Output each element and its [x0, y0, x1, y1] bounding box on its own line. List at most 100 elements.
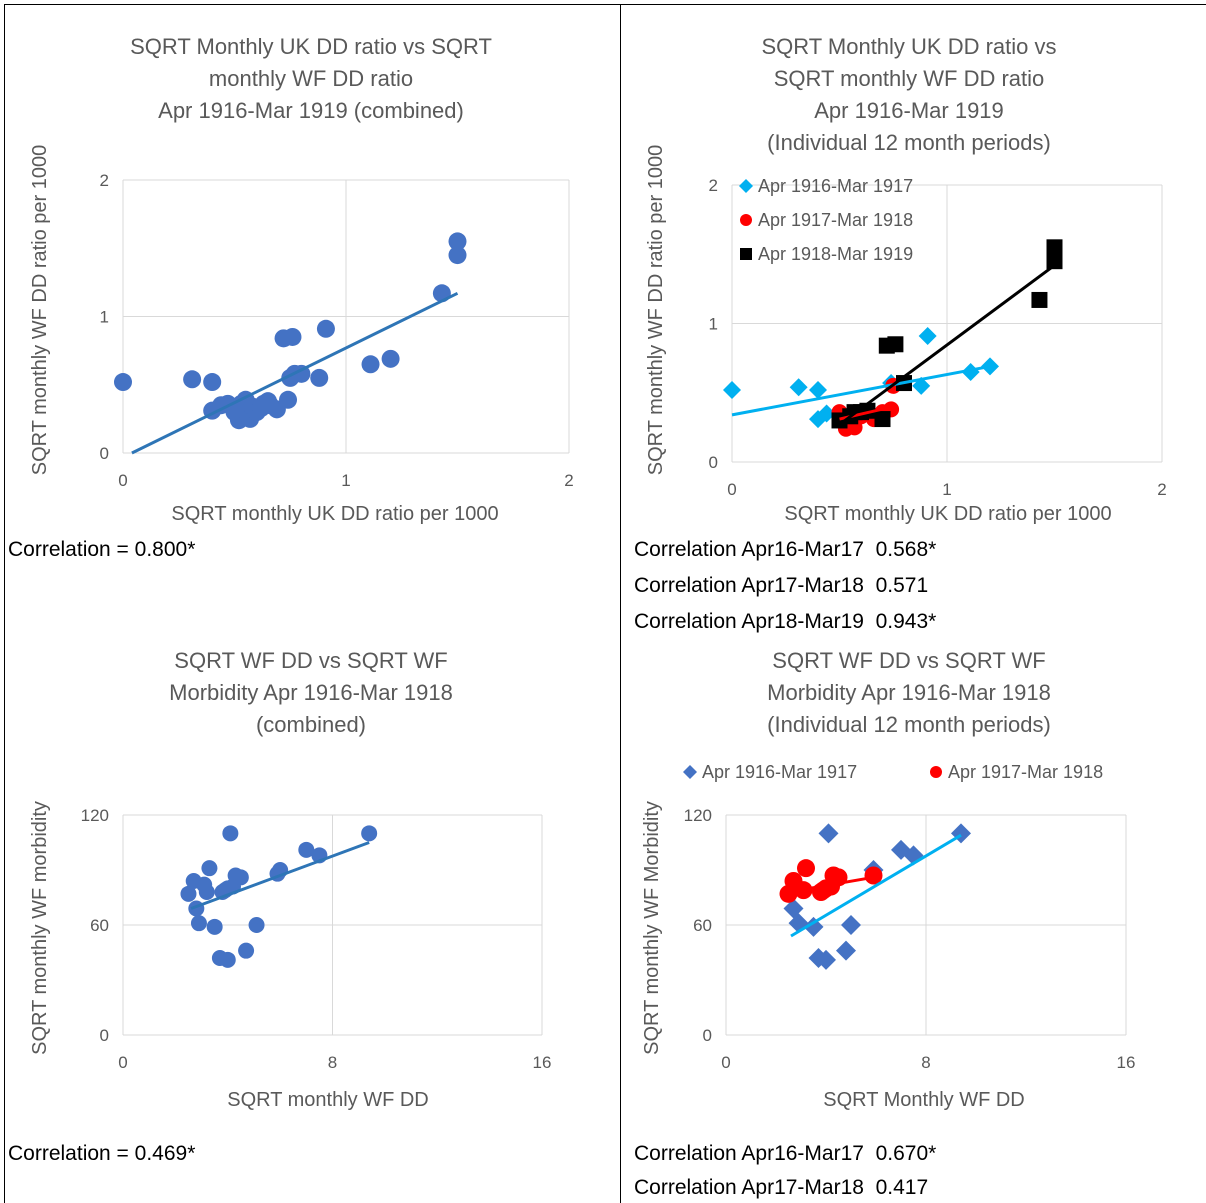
x-axis-label: SQRT Monthly WF DD: [823, 1089, 1025, 1111]
y-axis-label: SQRT monthly WF DD ratio per 1000: [29, 145, 51, 476]
caption-correlation-br-2: Correlation Apr17-Mar18 0.417: [634, 1176, 929, 1199]
x-tick-label: 1: [341, 471, 350, 490]
data-point: [222, 825, 239, 842]
data-point: [283, 327, 302, 346]
y-tick-label: 2: [100, 171, 109, 190]
y-axis-label: SQRT monthly WF morbidity: [29, 801, 51, 1055]
data-point: [219, 951, 236, 968]
y-tick-label: 60: [90, 916, 109, 935]
data-point: [723, 380, 741, 399]
legend-label: Apr 1916-Mar 1917: [758, 176, 913, 196]
data-point: [316, 319, 335, 338]
y-tick-label: 0: [100, 444, 109, 463]
y-tick-label: 0: [709, 453, 718, 472]
data-point: [961, 362, 980, 381]
data-point: [1046, 253, 1063, 270]
x-tick-label: 2: [564, 471, 573, 490]
legend-label: Apr 1917-Mar 1918: [948, 762, 1103, 782]
data-point: [183, 370, 202, 389]
chart-br: SQRT WF DD vs SQRT WF Morbidity Apr 1916-…: [641, 648, 1136, 1111]
y-tick-label: 1: [709, 315, 718, 334]
table-border-top: [4, 4, 1206, 5]
data-point: [1046, 239, 1063, 256]
chart-panel-br: SQRT WF DD vs SQRT WF Morbidity Apr 1916-…: [624, 638, 1202, 1138]
x-tick-label: 0: [118, 471, 127, 490]
x-axis-label: SQRT monthly UK DD ratio per 1000: [171, 503, 498, 525]
trendline: [190, 841, 370, 910]
chart-title-line: Apr 1916-Mar 1919: [814, 98, 1004, 123]
caption-correlation-tr-2: Correlation Apr17-Mar18 0.571: [634, 574, 929, 597]
series-1: [180, 825, 378, 968]
chart-title-line: Apr 1916-Mar 1919 (combined): [158, 98, 464, 123]
x-tick-label: 2: [1157, 480, 1166, 499]
caption-correlation-tl: Correlation = 0.800*: [8, 538, 196, 561]
chart-tl: SQRT Monthly UK DD ratio vs SQRT monthly …: [29, 34, 574, 525]
legend-label: Apr 1916-Mar 1917: [702, 762, 857, 782]
data-point: [874, 411, 891, 428]
x-tick-label: 8: [328, 1053, 337, 1072]
data-point: [310, 368, 329, 387]
data-point: [817, 404, 836, 423]
trendline: [838, 264, 1056, 426]
x-tick-label: 0: [721, 1053, 730, 1072]
data-point: [1031, 291, 1048, 308]
y-tick-label: 1: [100, 308, 109, 327]
series-2: [779, 859, 883, 903]
data-point: [381, 349, 400, 368]
data-point: [114, 373, 132, 392]
chart-title-line: Morbidity Apr 1916-Mar 1918: [767, 680, 1051, 705]
y-tick-label: 0: [703, 1026, 712, 1045]
trendline: [788, 875, 874, 894]
x-tick-label: 0: [727, 480, 736, 499]
trendline: [731, 364, 991, 417]
data-point: [841, 915, 861, 935]
legend-label: Apr 1917-Mar 1918: [758, 210, 913, 230]
x-axis-label: SQRT monthly UK DD ratio per 1000: [784, 503, 1111, 525]
data-point: [361, 825, 378, 842]
legend-label: Apr 1918-Mar 1919: [758, 244, 913, 264]
table-border-middle: [620, 4, 621, 1203]
y-tick-label: 120: [684, 806, 712, 825]
data-point: [887, 336, 904, 353]
y-axis-label: SQRT monthly WF Morbidity: [641, 801, 663, 1055]
chart-title-line: SQRT WF DD vs SQRT WF: [174, 648, 447, 673]
chart-panel-tr: SQRT Monthly UK DD ratio vs SQRT monthly …: [624, 10, 1202, 530]
data-point: [206, 918, 223, 935]
x-tick-label: 16: [533, 1053, 552, 1072]
legend-marker: [930, 766, 942, 778]
data-point: [448, 246, 467, 265]
data-point: [836, 940, 856, 961]
data-point: [803, 916, 824, 937]
data-point: [190, 915, 207, 932]
x-tick-label: 1: [942, 480, 951, 499]
legend-marker: [740, 214, 752, 226]
x-axis-label: SQRT monthly WF DD: [227, 1089, 429, 1111]
trendline: [790, 833, 962, 938]
chart-panel-tl: SQRT Monthly UK DD ratio vs SQRT monthly …: [8, 10, 614, 530]
y-tick-label: 60: [693, 916, 712, 935]
data-point: [279, 390, 298, 409]
chart-title-line: monthly WF DD ratio: [209, 66, 413, 91]
data-point: [809, 380, 827, 399]
y-tick-label: 0: [100, 1026, 109, 1045]
chart-title-line: SQRT Monthly UK DD ratio vs SQRT: [130, 34, 492, 59]
data-point: [298, 841, 315, 858]
data-point: [238, 942, 255, 959]
x-tick-label: 8: [921, 1053, 930, 1072]
data-point: [201, 860, 218, 877]
data-point: [816, 949, 836, 970]
data-point: [361, 355, 380, 374]
y-axis-label: SQRT monthly WF DD ratio per 1000: [645, 145, 667, 476]
series-1: [114, 232, 467, 430]
data-point: [789, 378, 808, 397]
chart-bl: SQRT WF DD vs SQRT WF Morbidity Apr 1916-…: [29, 648, 552, 1111]
chart-title-line: SQRT monthly WF DD ratio: [774, 66, 1045, 91]
x-tick-label: 16: [1117, 1053, 1136, 1072]
legend-marker: [740, 248, 752, 260]
data-point: [797, 859, 815, 878]
data-point: [918, 326, 937, 345]
chart-title-line: (Individual 12 month periods): [767, 712, 1051, 737]
x-tick-label: 0: [118, 1053, 127, 1072]
data-point: [203, 373, 222, 392]
data-point: [818, 823, 839, 844]
